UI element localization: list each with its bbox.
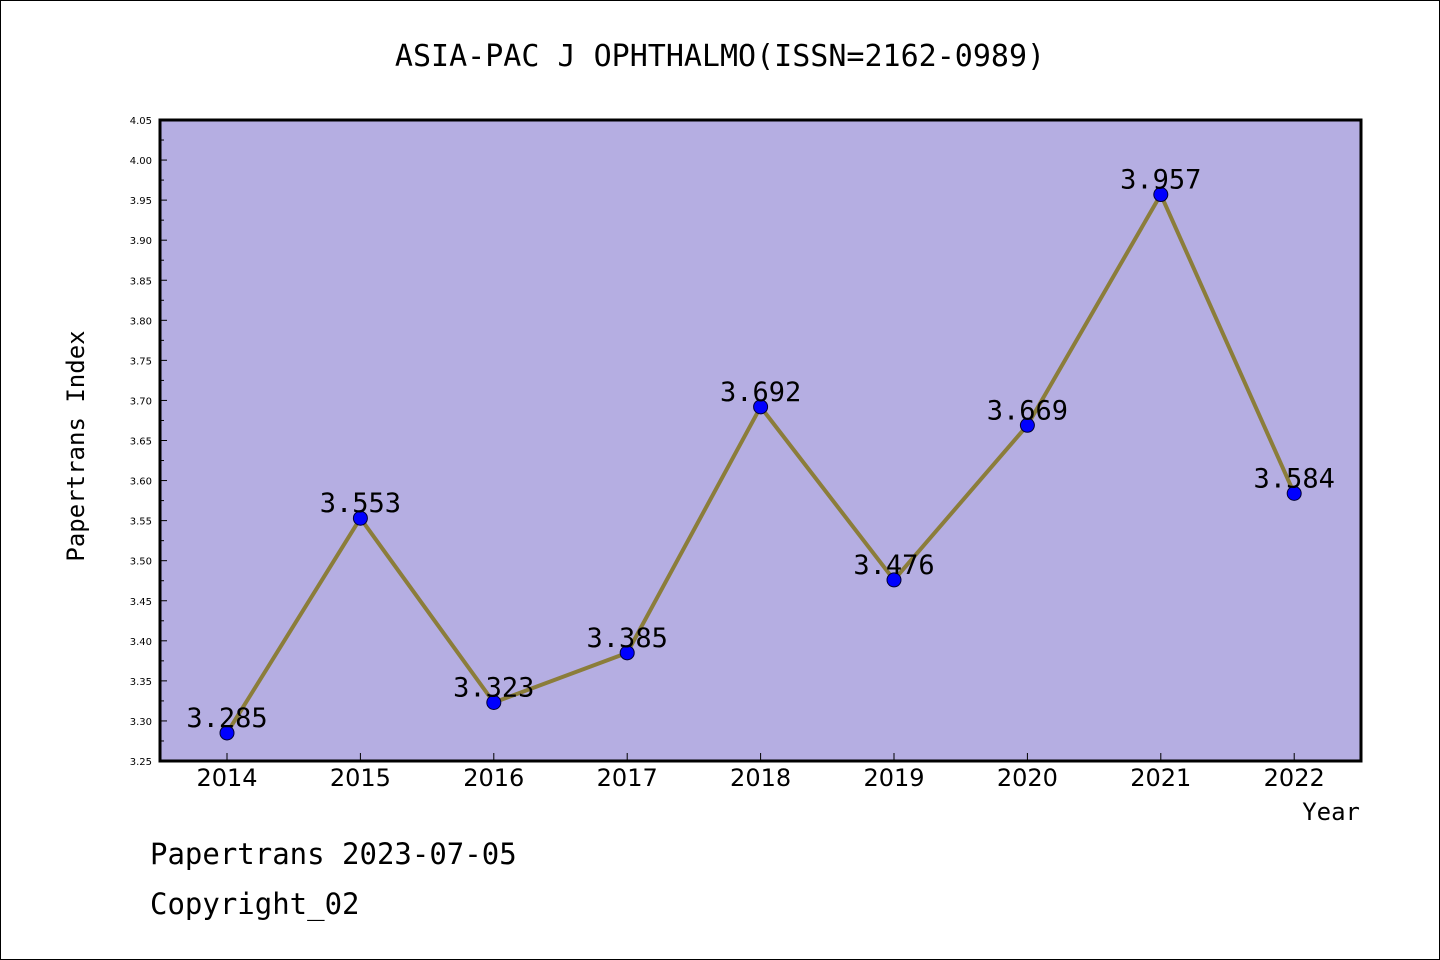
y-tick-label: 3.55: [130, 517, 152, 528]
x-tick-label: 2014: [196, 764, 257, 792]
data-label-2016: 3.323: [453, 673, 534, 704]
line-segment-5: [892, 423, 1030, 582]
data-point-2018: [753, 399, 769, 415]
footer-copyright: Copyright_02: [150, 887, 360, 922]
line-segment-1: [358, 516, 496, 705]
y-tick-label: 3.95: [130, 196, 152, 207]
line-segment-2: [491, 650, 630, 705]
y-tick-label: 4.00: [130, 156, 152, 167]
data-label-2019: 3.476: [853, 550, 934, 581]
x-tick-label: 2016: [463, 764, 524, 792]
line-segment-4: [758, 404, 896, 582]
y-tick-label: 3.45: [130, 597, 152, 608]
y-tick-label: 4.05: [130, 116, 152, 127]
x-axis: 2014 2015 2016 2017 2018 2019 2020 2021 2022: [196, 753, 1325, 792]
data-label-2014: 3.285: [186, 703, 267, 734]
chart-title: ASIA-PAC J OPHTHALMO(ISSN=2162-0989): [395, 39, 1045, 74]
x-tick-label: 2019: [863, 764, 924, 792]
x-tick-label: 2017: [597, 764, 658, 792]
data-point-2021: [1153, 187, 1169, 203]
y-tick-label: 3.35: [130, 677, 152, 688]
data-label-2017: 3.385: [587, 623, 668, 654]
data-point-2015: [352, 510, 368, 526]
x-tick-label: 2022: [1264, 764, 1325, 792]
y-tick-label: 3.30: [130, 717, 152, 728]
series-line: [225, 192, 1297, 735]
data-point-2016: [486, 695, 502, 711]
line-segment-0: [225, 516, 363, 735]
data-point-2022: [1286, 485, 1302, 501]
y-axis: 3.25 3.30 3.35 3.40 3.45 3.50 3.55 3.60 3.65 3.70…: [130, 116, 167, 768]
series-markers: [219, 187, 1302, 741]
data-label-2015: 3.553: [320, 488, 401, 519]
data-point-2017: [619, 645, 635, 661]
y-tick-label: 3.70: [130, 396, 152, 407]
y-tick-label: 3.85: [130, 276, 152, 287]
data-label-2021: 3.957: [1120, 165, 1201, 196]
data-label-2020: 3.669: [987, 395, 1068, 426]
y-axis-label: Papertrans Index: [62, 330, 90, 561]
line-segment-3: [625, 404, 763, 655]
x-tick-label: 2020: [997, 764, 1058, 792]
data-labels: 3.285 3.553 3.323 3.385 3.692 3.476 3.669 3.957…: [186, 165, 1334, 734]
y-tick-label: 3.60: [130, 477, 152, 488]
line-segment-7: [1158, 192, 1297, 496]
y-tick-label: 3.40: [130, 637, 152, 648]
footer-date: Papertrans 2023-07-05: [150, 837, 517, 871]
y-tick-label: 3.50: [130, 557, 152, 568]
x-axis-label: Year: [1302, 798, 1360, 826]
line-segment-6: [1025, 192, 1163, 428]
y-tick-label: 3.80: [130, 316, 152, 327]
data-label-2022: 3.584: [1254, 463, 1335, 494]
data-point-2019: [886, 572, 902, 588]
y-tick-label: 3.90: [130, 236, 152, 247]
y-tick-label: 3.25: [130, 757, 152, 768]
x-tick-label: 2021: [1130, 764, 1191, 792]
data-point-2014: [219, 725, 235, 741]
y-tick-label: 3.65: [130, 437, 152, 448]
plot-area: [158, 118, 1363, 763]
data-label-2018: 3.692: [720, 377, 801, 408]
data-point-2020: [1019, 417, 1035, 433]
x-tick-label: 2018: [730, 764, 791, 792]
x-tick-label: 2015: [330, 764, 391, 792]
y-tick-label: 3.75: [130, 356, 152, 367]
